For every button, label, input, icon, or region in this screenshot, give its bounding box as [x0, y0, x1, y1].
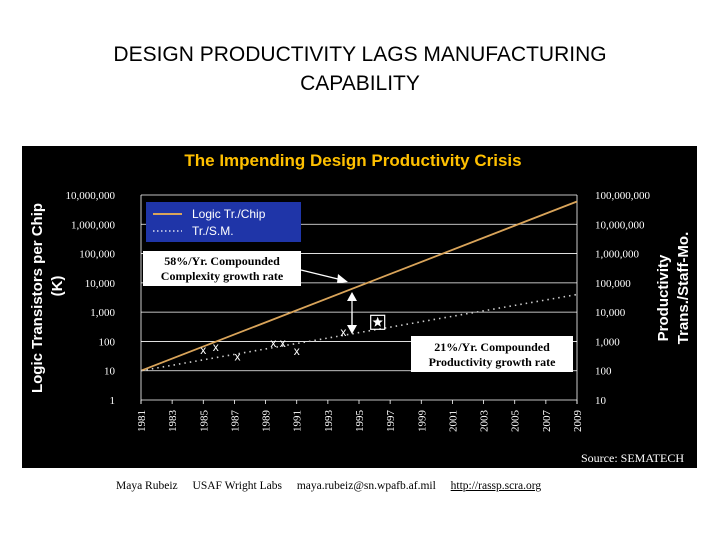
- complexity-pointer-arrow: [300, 269, 343, 281]
- annotation-productivity-line-1: 21%/Yr. Compounded: [434, 340, 550, 354]
- x-tick-label: 2005: [510, 410, 522, 433]
- x-tick-label: 1995: [354, 410, 366, 433]
- x-tick-label: 1981: [136, 410, 148, 432]
- footer-email: maya.rubeiz@sn.wpafb.af.mil: [296, 480, 436, 492]
- left-tick-label: 1,000: [90, 307, 115, 319]
- star-marker: [372, 316, 383, 327]
- right-axis-label: Productivity Trans./Staff-Mo.: [655, 232, 692, 345]
- legend-label-productivity: Tr./S.M.: [192, 224, 234, 238]
- x-tick-label: 1987: [229, 410, 241, 433]
- chart-source: Source: SEMATECH: [581, 451, 684, 465]
- annotation-complexity-box: [143, 251, 301, 286]
- x-tick-label: 1989: [261, 410, 273, 433]
- left-axis-label-line-1: Logic Transistors per Chip: [29, 203, 46, 393]
- left-tick-label: 10,000: [85, 278, 116, 290]
- slide-title-line-2: CAPABILITY: [300, 72, 420, 95]
- data-point-marker: x: [213, 340, 219, 354]
- left-tick-label: 1: [110, 395, 116, 407]
- gap-arrowhead-up: [347, 292, 357, 301]
- complexity-pointer-arrowhead: [337, 274, 348, 283]
- left-axis-label-line-2: (K): [49, 276, 66, 297]
- x-tick-label: 1983: [167, 410, 179, 433]
- right-tick-label: 100: [595, 366, 612, 378]
- legend-label-logic: Logic Tr./Chip: [192, 207, 266, 221]
- right-tick-label: 10: [595, 395, 607, 407]
- gap-arrowhead-down: [347, 325, 357, 334]
- left-axis-ticks: 10,000,000 1,000,000 100,000 10,000 1,000 100…: [66, 190, 116, 407]
- chart: The Impending Design Productivity Crisis…: [22, 146, 697, 468]
- series-line-productivity: [140, 293, 578, 372]
- left-tick-label: 10: [104, 366, 116, 378]
- data-point-marker: x: [340, 325, 346, 339]
- chart-title: The Impending Design Productivity Crisis: [184, 151, 521, 170]
- x-tick-label: 2001: [447, 410, 459, 432]
- series-line-logic-transistors: [140, 200, 578, 372]
- chart-background: [22, 146, 697, 468]
- right-axis-label-line-1: Productivity: [655, 254, 672, 341]
- x-tick-label: 1999: [416, 410, 428, 433]
- data-point-marker: x: [200, 343, 206, 357]
- data-point-marker: x: [294, 344, 300, 358]
- annotation-productivity: 21%/Yr. Compounded Productivity growth r…: [411, 336, 573, 372]
- x-tick-label: 2003: [479, 410, 491, 433]
- markers: x xxx xxx: [200, 314, 386, 364]
- x-tick-label: 1991: [292, 410, 304, 432]
- annotation-complexity-line-2: Complexity growth rate: [161, 269, 284, 283]
- annotation-productivity-box: [411, 336, 573, 372]
- left-tick-label: 100,000: [79, 249, 115, 261]
- annotation-productivity-line-2: Productivity growth rate: [429, 355, 557, 369]
- legend-box: [146, 202, 301, 242]
- legend: Logic Tr./Chip Tr./S.M.: [146, 202, 301, 242]
- right-axis-ticks: 100,000,000 10,000,000 1,000,000 100,000 10,…: [595, 190, 651, 407]
- right-tick-label: 100,000,000: [595, 190, 651, 202]
- x-tick-label: 2007: [541, 410, 553, 433]
- x-tick-label: 1985: [198, 410, 210, 433]
- footer-author: Maya Rubeiz: [116, 480, 178, 492]
- right-axis-label-line-2: Trans./Staff-Mo.: [675, 232, 692, 345]
- left-tick-label: 10,000,000: [66, 190, 116, 202]
- slide-title-line-1: DESIGN PRODUCTIVITY LAGS MANUFACTURING: [113, 43, 607, 66]
- right-tick-label: 1,000: [595, 336, 620, 348]
- x-tick-label: 1997: [385, 410, 397, 433]
- right-tick-label: 100,000: [595, 278, 631, 290]
- data-point-marker: x: [235, 350, 241, 364]
- x-tick-label: 2009: [572, 410, 584, 433]
- right-tick-label: 10,000,000: [595, 219, 645, 231]
- footer-link[interactable]: http://rassp.scra.org: [450, 480, 542, 492]
- data-point-marker: x: [280, 336, 286, 350]
- x-axis-ticks: 1981 1983 1985 1987 1989 1991 1993 1995 1997 1999…: [136, 410, 584, 433]
- annotation-arrows: [300, 269, 357, 334]
- left-tick-label: 1,000,000: [71, 219, 116, 231]
- right-tick-label: 10,000: [595, 307, 626, 319]
- annotation-complexity-line-1: 58%/Yr. Compounded: [164, 254, 280, 268]
- left-tick-label: 100: [99, 336, 116, 348]
- x-tick-label: 1993: [323, 410, 335, 433]
- footer: Maya Rubeiz USAF Wright Labs maya.rubeiz…: [116, 480, 541, 492]
- series-layer: [140, 200, 578, 372]
- data-point-marker: x: [270, 336, 276, 350]
- left-axis-label: Logic Transistors per Chip (K): [29, 203, 66, 393]
- right-tick-label: 1,000,000: [595, 249, 640, 261]
- annotation-complexity: 58%/Yr. Compounded Complexity growth rat…: [143, 251, 301, 286]
- slide-title: DESIGN PRODUCTIVITY LAGS MANUFACTURING C…: [40, 40, 680, 98]
- footer-org: USAF Wright Labs: [192, 480, 282, 492]
- star-marker-box: [370, 314, 386, 330]
